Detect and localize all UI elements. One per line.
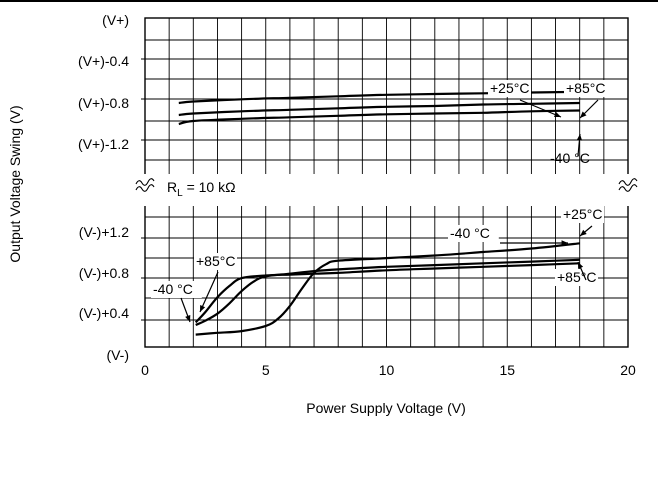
curve-label-bg: [151, 281, 202, 298]
y-tick-label: (V+)-0.8: [78, 95, 129, 111]
pointer-arrowhead: [576, 134, 583, 141]
y-tick-label: (V-)+0.8: [79, 265, 129, 281]
curve-label-bg: [555, 269, 598, 286]
annotations: RL = 10 kΩ+25°C +85°C-40 °C-40 °C+25°C+85…: [151, 80, 607, 323]
pointer-arrowhead: [578, 262, 584, 269]
curve-label-bg: [194, 253, 237, 270]
x-tick-label: 10: [379, 362, 395, 378]
x-tick-label: 15: [499, 362, 515, 378]
pointer-arrowhead: [554, 112, 561, 118]
x-axis-label: Power Supply Voltage (V): [306, 400, 466, 416]
top-rule: [0, 0, 658, 2]
series-line-low_p85: [194, 262, 580, 324]
curve-label-high-m40: -40 °C: [550, 150, 590, 166]
axis-break-mark-right: [618, 184, 638, 192]
curve-label-low-p25: +25°C: [563, 206, 602, 222]
x-tick-label: 0: [141, 362, 149, 378]
x-tick-label: 20: [620, 362, 636, 378]
pointer-arrowhead: [580, 229, 587, 236]
curve-label-low-m40-right: -40 °C: [450, 225, 490, 241]
pointer-arrowhead: [200, 305, 206, 312]
pointer-arrowhead: [561, 240, 568, 246]
curve-label-high-p85: +85°C: [566, 80, 605, 96]
load-resistance-annotation: RL = 10 kΩ: [167, 179, 236, 199]
y-tick-label: (V+)-1.2: [78, 136, 129, 152]
curve-label-bg: [488, 80, 531, 97]
curve-label-high-p25: +25°C: [490, 80, 529, 96]
x-tick-label: 5: [262, 362, 270, 378]
y-tick-label: (V-)+0.4: [79, 305, 129, 321]
series-line-high_p85: [178, 109, 580, 126]
y-tick-label: (V+)-0.4: [78, 53, 129, 69]
curve-label-low-p85-right: +85°C: [557, 269, 596, 285]
axis-break-mark-right: [618, 178, 638, 186]
grid-lines: [131, 17, 642, 348]
series-line-low_m40: [195, 242, 580, 336]
y-tick-label: (V+): [102, 12, 129, 28]
pointer-arrowhead: [580, 111, 587, 118]
curve-label-bg: [561, 206, 604, 223]
y-axis-label: Output Voltage Swing (V): [7, 105, 23, 262]
y-tick-label: (V-)+1.2: [79, 224, 129, 240]
pointer-arrowhead: [185, 315, 191, 322]
curve-label-low-p85-left: +85°C: [196, 253, 235, 269]
tick-labels: 0 5 10 15 20 (V+) (V+)-0.4 (V+)-0.8 (V+)-1.2 (V-)…: [7, 12, 636, 416]
curve-label-bg: [564, 80, 607, 97]
axis-break-mark-left: [135, 184, 155, 192]
curve-label-low-m40-left: -40 °C: [153, 281, 193, 297]
axis-break-band: [131, 174, 642, 206]
series-line-high_p25: [178, 101, 580, 117]
curve-label-bg: [448, 225, 499, 242]
axis-break-mark-left: [135, 178, 155, 186]
pointer-line: [199, 271, 219, 313]
pointer-line: [519, 99, 562, 118]
y-tick-label: (V-): [106, 347, 129, 363]
